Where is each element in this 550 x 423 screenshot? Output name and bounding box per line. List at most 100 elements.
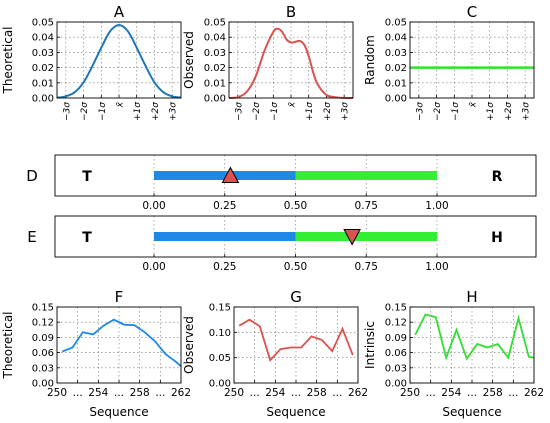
panel-c-xtick-label: +1σ bbox=[486, 102, 496, 121]
panel-d-xtick-label: 0.50 bbox=[284, 200, 307, 212]
panel-f-xtick-label: 250 bbox=[47, 387, 67, 399]
panel-a-ytick-label: 0.02 bbox=[32, 63, 54, 74]
panel-b-ytick-label: 0.03 bbox=[204, 48, 226, 59]
panel-g-xtick-label: 258 bbox=[307, 387, 327, 399]
panel-e-segment-2 bbox=[295, 232, 437, 241]
panel-f-xtick-label: ... bbox=[114, 387, 124, 399]
panel-d-right-label: R bbox=[492, 169, 503, 185]
panel-h-ytick-label: 0.15 bbox=[385, 303, 407, 314]
panel-a-ytick-label: 0.01 bbox=[32, 78, 54, 89]
panel-b-frame bbox=[228, 21, 354, 99]
panel-h-xtick-label: 262 bbox=[524, 387, 544, 399]
panel-b-xtick-label: +1σ bbox=[305, 102, 315, 121]
panel-a-xtick-label: −3σ bbox=[62, 102, 72, 121]
panel-c-ytick-label: 0.01 bbox=[385, 78, 407, 89]
panel-c-xtick-label: −3σ bbox=[415, 102, 425, 121]
panel-c: C Random 0.00 0.01 0.02 0.03 0.04 0.05 −3σ −2σ… bbox=[363, 3, 535, 121]
panel-b-xtick-label: +3σ bbox=[341, 102, 351, 121]
panel-g-xtick-label: 254 bbox=[265, 387, 285, 399]
panel-g-xlabel: Sequence bbox=[266, 405, 325, 419]
panel-f-ylabel: Theoretical bbox=[1, 311, 15, 379]
panel-h-ytick-label: 0.12 bbox=[385, 318, 407, 329]
panel-b-ytick-label: 0.00 bbox=[204, 94, 226, 105]
panel-b-title: B bbox=[286, 3, 296, 21]
panel-h-ytick-label: 0.06 bbox=[385, 348, 407, 359]
panel-h-xtick-label: 250 bbox=[400, 387, 420, 399]
panel-b-xtick-label: −1σ bbox=[270, 102, 280, 121]
panel-d: D T R 0.00 0.25 0.50 0.75 1.00 bbox=[26, 154, 537, 212]
panel-b-ytick-label: 0.02 bbox=[204, 63, 226, 74]
panel-a-series-line bbox=[56, 23, 182, 99]
panel-a-xtick-label: +1σ bbox=[133, 102, 143, 121]
panel-f-xtick-label: 258 bbox=[130, 387, 150, 399]
panel-e-marker bbox=[343, 229, 361, 246]
panel-f-xtick-label: 262 bbox=[171, 387, 191, 399]
panel-g-xtick-label: ... bbox=[250, 387, 260, 399]
panel-g: G Observed Sequence 0.00 0.05 0.10 0.15 250… bbox=[182, 288, 368, 419]
panel-e-right-label: H bbox=[491, 230, 503, 246]
panel-c-frame bbox=[409, 21, 535, 99]
panel-a-title: A bbox=[114, 3, 125, 21]
panel-c-ytick-label: 0.05 bbox=[385, 18, 407, 29]
panel-d-xtick-label: 0.00 bbox=[142, 200, 165, 212]
panel-h-xlabel: Sequence bbox=[442, 405, 501, 419]
panel-a-ytick-label: 0.03 bbox=[32, 48, 54, 59]
panel-a-ytick-label: 0.05 bbox=[32, 18, 54, 29]
panel-e-xtick-label: 0.00 bbox=[142, 261, 165, 273]
panel-a-xtick-label: −2σ bbox=[80, 102, 90, 121]
panel-b-xtick-label: x̄ bbox=[288, 101, 298, 108]
panel-g-xtick-label: ... bbox=[332, 387, 342, 399]
panel-b: B Observed 0.000.010.020.030.040.05 −3σ −… bbox=[182, 3, 354, 121]
panel-h-title: H bbox=[466, 288, 477, 306]
panel-f-ytick-label: 0.00 bbox=[32, 379, 54, 390]
panel-d-segment-1 bbox=[154, 171, 296, 180]
panel-f-ytick-label: 0.15 bbox=[32, 303, 54, 314]
panel-c-ylabel: Random bbox=[363, 35, 377, 85]
panel-e-left-label: T bbox=[82, 230, 92, 246]
panel-c-xtick-label: −2σ bbox=[433, 102, 443, 121]
panel-d-title: D bbox=[26, 167, 38, 185]
panel-h: H Intrinsic Sequence 0.00 0.03 0.06 0.09 0.1… bbox=[363, 288, 544, 419]
panel-a-ytick-label: 0.00 bbox=[32, 94, 54, 105]
panel-a-xtick-label: +2σ bbox=[151, 102, 161, 121]
panel-d-xtick-label: 1.00 bbox=[425, 200, 448, 212]
panel-f-ytick-label: 0.09 bbox=[32, 333, 54, 344]
panel-f-series-line bbox=[61, 318, 182, 367]
panel-a: A Theoretical 0.00 0.01 0.02 0.03 0.04 0.05 −… bbox=[1, 3, 182, 121]
panel-f-xlabel: Sequence bbox=[89, 405, 148, 419]
panel-c-xtick-label: x̄ bbox=[469, 101, 479, 108]
panel-d-marker bbox=[221, 166, 240, 183]
panel-g-ylabel: Observed bbox=[182, 316, 196, 374]
panel-a-ytick-label: 0.04 bbox=[32, 33, 54, 44]
panel-e: E T H 0.00 0.25 0.50 0.75 1.00 bbox=[27, 215, 537, 273]
panel-g-title: G bbox=[290, 288, 302, 306]
panel-b-ylabel: Observed bbox=[182, 31, 196, 89]
panel-g-ytick-label: 0.05 bbox=[209, 353, 231, 364]
panel-b-series-line bbox=[228, 27, 354, 100]
panel-f-ytick-label: 0.12 bbox=[32, 318, 54, 329]
panel-b-xtick-label: +2σ bbox=[323, 102, 333, 121]
panel-e-xtick-label: 1.00 bbox=[425, 261, 448, 273]
panel-c-title: C bbox=[467, 3, 477, 21]
panel-g-ytick-label: 0.00 bbox=[209, 379, 231, 390]
panel-b-ytick-label: 0.04 bbox=[204, 33, 226, 44]
panel-b-xtick-label: −2σ bbox=[252, 102, 262, 121]
panel-c-xtick-label: +3σ bbox=[522, 102, 532, 121]
panel-g-xtick-label: ... bbox=[291, 387, 301, 399]
panel-f-ytick-label: 0.06 bbox=[32, 348, 54, 359]
panel-g-series-line bbox=[238, 318, 354, 362]
panel-d-xtick-label: 0.25 bbox=[213, 200, 236, 212]
panel-h-xtick-label: 258 bbox=[483, 387, 503, 399]
panel-c-xtick-label: +2σ bbox=[504, 102, 514, 121]
panel-h-ytick-label: 0.00 bbox=[385, 379, 407, 390]
panel-h-xtick-label: 254 bbox=[441, 387, 461, 399]
panel-c-xtick-label: −1σ bbox=[451, 102, 461, 121]
panel-c-ytick-label: 0.00 bbox=[385, 94, 407, 105]
panel-d-segment-2 bbox=[295, 171, 437, 180]
panel-f-frame bbox=[56, 306, 182, 384]
panel-h-ytick-label: 0.03 bbox=[385, 363, 407, 374]
panel-f: F Theoretical Sequence 0.00 0.03 0.06 0.09 0… bbox=[1, 288, 191, 419]
panel-h-xtick-label: ... bbox=[426, 387, 436, 399]
panel-b-xtick-label: −3σ bbox=[234, 102, 244, 121]
panel-b-ytick-label: 0.01 bbox=[204, 78, 226, 89]
